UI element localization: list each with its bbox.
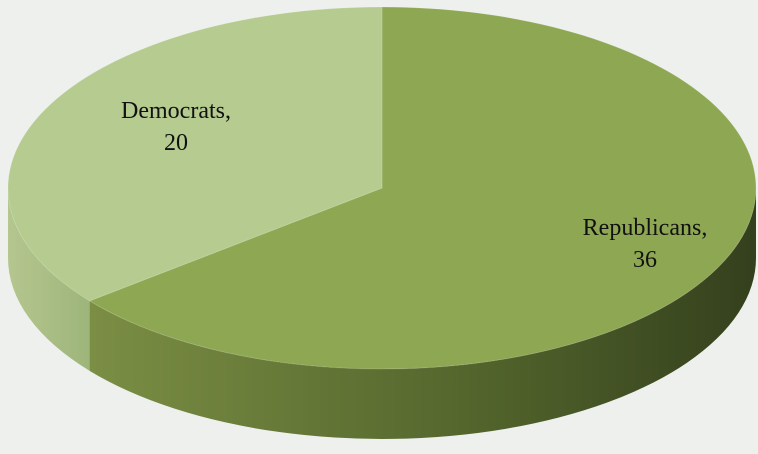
- slice-side-republicans: [89, 188, 756, 440]
- slice-label-republicans-value: 36: [633, 247, 657, 273]
- slice-label-republicans-name: Republicans,: [582, 215, 708, 241]
- pie-tops: [7, 6, 757, 370]
- slice-label-republicans: Republicans, 36: [545, 212, 745, 276]
- slice-republicans: [88, 6, 757, 370]
- pie-sides: [8, 188, 756, 440]
- slice-democrats: [7, 6, 383, 302]
- slice-side-democrats: [8, 188, 90, 371]
- slice-label-democrats-value: 20: [164, 130, 188, 156]
- slice-label-democrats-name: Democrats,: [121, 98, 231, 124]
- slice-label-democrats: Democrats, 20: [76, 95, 276, 159]
